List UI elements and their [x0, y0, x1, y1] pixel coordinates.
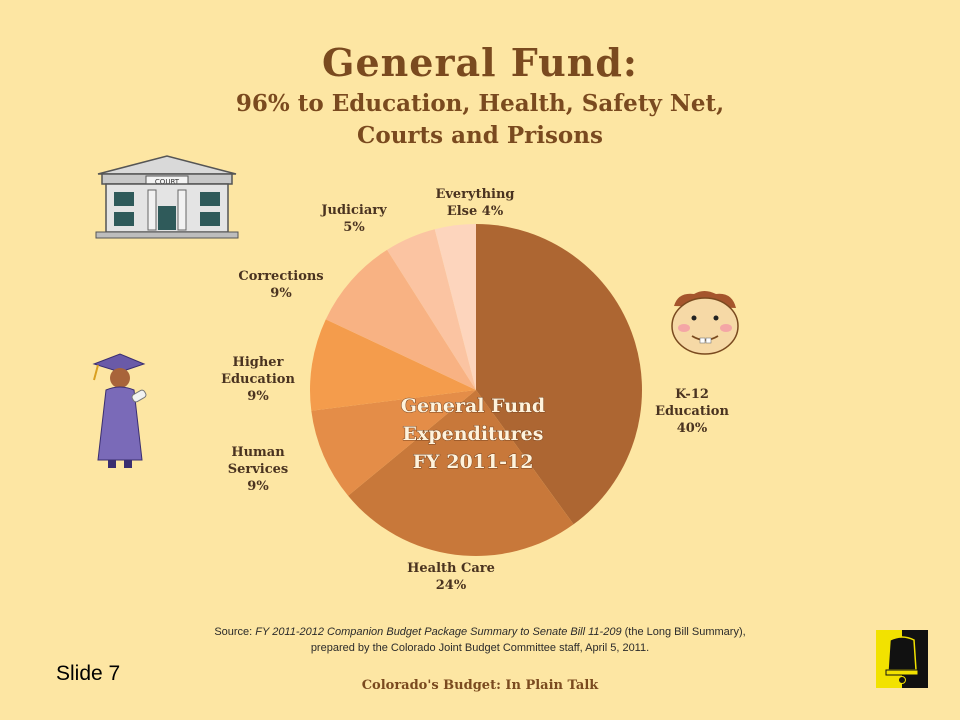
pie-slice — [311, 390, 476, 496]
courthouse-sign: COURT — [155, 178, 180, 186]
slice-label: Health Care 24% — [407, 561, 495, 593]
slice-label: Corrections 9% — [238, 269, 323, 301]
source-line-2: prepared by the Colorado Joint Budget Co… — [310, 642, 650, 654]
slide-title: General Fund: — [322, 40, 638, 85]
pie-slice — [310, 319, 476, 411]
slice-label: Human Services 9% — [228, 445, 289, 494]
slice-label: Everything Else 4% — [435, 187, 514, 219]
bell-logo-icon — [876, 630, 928, 688]
slice-label: K-12 Education 40% — [655, 387, 729, 436]
source-note: Source: FY 2011-2012 Companion Budget Pa… — [150, 624, 810, 656]
pie-slice — [476, 224, 642, 525]
source-line-1: Source: FY 2011-2012 Companion Budget Pa… — [150, 624, 810, 640]
slice-label: Higher Education 9% — [221, 355, 295, 404]
pie-center-label: General Fund Expenditures FY 2011-12 — [401, 395, 545, 473]
graduate-icon — [92, 353, 147, 468]
slide-number: Slide 7 — [56, 662, 121, 685]
subtitle-line-2: Courts and Prisons — [357, 122, 603, 149]
source-title: FY 2011-2012 Companion Budget Package Su… — [255, 626, 622, 638]
source-prefix: Source: — [214, 626, 256, 638]
pie-slice — [434, 224, 476, 390]
courthouse-icon: COURT — [95, 155, 239, 239]
slide-subtitle: 96% to Education, Health, Safety Net, Co… — [0, 88, 960, 152]
subtitle-line-1: 96% to Education, Health, Safety Net, — [235, 90, 725, 117]
footer-text: Colorado's Budget: In Plain Talk — [361, 678, 599, 693]
source-suffix: (the Long Bill Summary), — [621, 626, 746, 638]
pie-slice — [325, 249, 476, 390]
pie-slice — [387, 229, 476, 390]
child-face-icon — [671, 291, 739, 355]
pie-slice — [348, 390, 574, 556]
slice-label: Judiciary 5% — [320, 203, 387, 235]
